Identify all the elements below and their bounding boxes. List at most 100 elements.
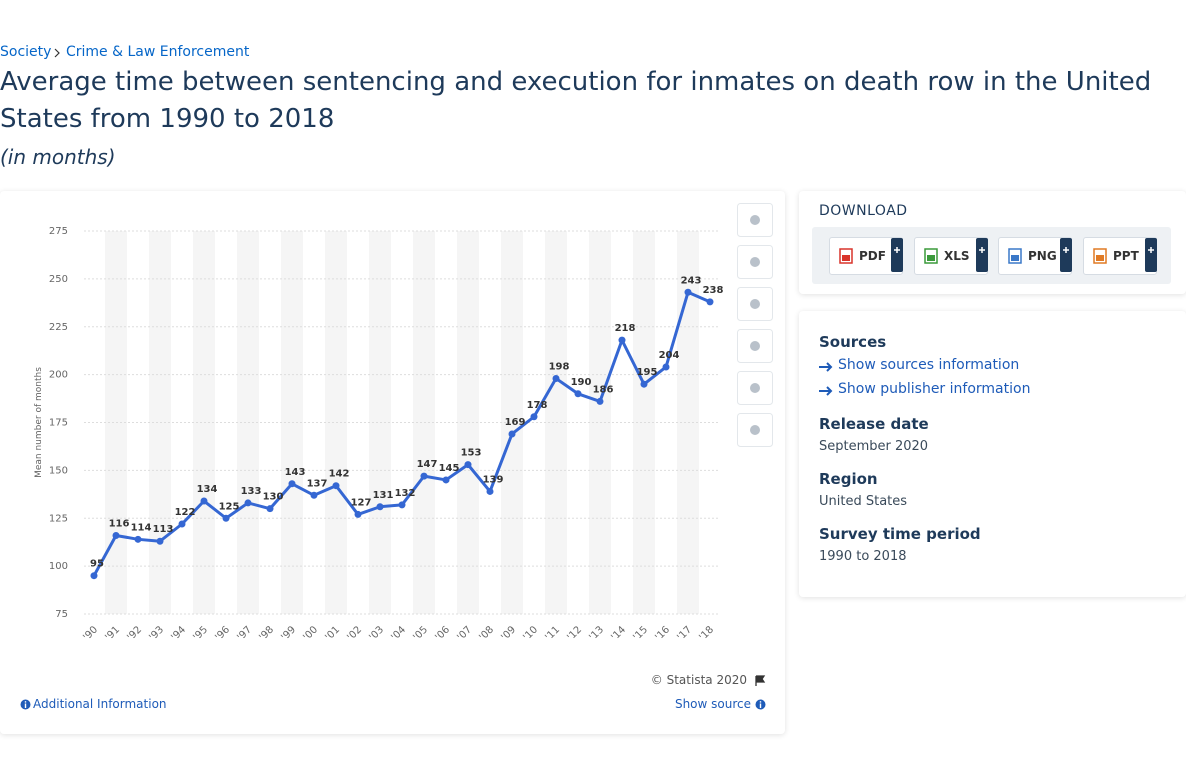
arrow-icon	[819, 386, 833, 396]
tool-button[interactable]	[737, 371, 773, 405]
data-label: 198	[549, 361, 570, 372]
data-label: 133	[241, 486, 262, 497]
tool-button[interactable]	[737, 329, 773, 363]
breadcrumb-link[interactable]: Society	[0, 44, 52, 60]
file-icon-mark	[1096, 255, 1104, 261]
download-format: PPT	[1113, 249, 1139, 263]
tool-button[interactable]	[737, 413, 773, 447]
sidebar-link[interactable]: Show sources information	[838, 357, 1020, 373]
y-tick-label: 150	[49, 465, 68, 476]
data-point	[662, 363, 670, 371]
arrow-shape	[819, 386, 833, 396]
tool-icon	[750, 425, 760, 435]
data-point	[684, 288, 692, 296]
file-icon	[839, 248, 853, 264]
plus-button[interactable]	[1145, 238, 1157, 272]
tool-icon	[750, 299, 760, 309]
tool-icon	[750, 257, 760, 267]
file-icon	[1008, 248, 1022, 264]
tool-button[interactable]	[737, 203, 773, 237]
download-format: PNG	[1028, 249, 1057, 263]
data-point	[596, 397, 604, 405]
data-label: 195	[637, 367, 658, 378]
file-icon	[1093, 248, 1107, 264]
y-tick-label: 200	[49, 370, 68, 381]
data-point	[442, 476, 450, 484]
y-axis-label: Mean number of months	[34, 367, 44, 478]
download-button[interactable]: XLS	[914, 237, 988, 275]
x-tick-label: '94	[169, 624, 188, 643]
breadcrumb-separator	[54, 48, 60, 58]
download-format: PDF	[859, 249, 886, 263]
y-tick-label: 100	[49, 561, 68, 572]
y-tick-label: 275	[49, 226, 68, 237]
data-label: 190	[571, 377, 592, 388]
plus-button[interactable]	[891, 238, 903, 272]
data-label: 218	[615, 323, 636, 334]
download-button[interactable]: PNG	[998, 237, 1072, 275]
tool-icon	[750, 341, 760, 351]
plus-icon	[1148, 247, 1154, 253]
data-point	[222, 514, 230, 522]
data-label: 186	[593, 384, 614, 395]
download-title: DOWNLOAD	[819, 203, 908, 219]
detail-value: 1990 to 2018	[819, 549, 907, 564]
data-point	[112, 531, 120, 539]
data-label: 137	[307, 478, 328, 489]
x-tick-label: '95	[191, 624, 210, 643]
data-point	[266, 505, 274, 513]
data-label: 143	[285, 467, 306, 478]
arrow-icon	[819, 362, 833, 372]
info-icon	[20, 699, 31, 710]
x-tick-label: '04	[389, 624, 408, 643]
file-icon-mark	[842, 255, 850, 261]
tool-button[interactable]	[737, 245, 773, 279]
tool-icon	[750, 215, 760, 225]
data-point	[530, 413, 538, 421]
y-tick-label: 125	[49, 513, 68, 524]
data-label: 130	[263, 492, 284, 503]
data-label: 178	[527, 400, 548, 411]
x-tick-label: '97	[235, 624, 254, 643]
plus-bg	[891, 238, 903, 272]
data-point	[310, 491, 318, 499]
data-label: 113	[153, 524, 174, 535]
subtitle: (in months)	[0, 145, 116, 169]
show-source-link[interactable]: Show source	[674, 697, 751, 711]
data-point	[332, 482, 340, 490]
page-title: Average time between sentencing and exec…	[0, 67, 1152, 134]
x-tick-label: '16	[653, 624, 672, 643]
plus-button[interactable]	[976, 238, 988, 272]
data-label: 122	[175, 507, 196, 518]
sidebar-link[interactable]: Show publisher information	[838, 381, 1031, 397]
breadcrumb-link[interactable]: Crime & Law Enforcement	[66, 44, 250, 60]
info-icon	[755, 699, 766, 710]
data-point	[376, 503, 384, 511]
data-label: 142	[329, 469, 350, 480]
tool-button[interactable]	[737, 287, 773, 321]
data-point	[706, 298, 714, 306]
y-tick-label: 175	[49, 418, 68, 429]
additional-information-link[interactable]: Additional Information	[33, 697, 167, 711]
flag-icon[interactable]	[754, 675, 766, 687]
x-tick-label: '13	[587, 624, 606, 643]
download-button[interactable]: PPT	[1083, 237, 1157, 275]
y-tick-label: 225	[49, 322, 68, 333]
chart-card: Mean number of months 75 100 125 150 175 200 2…	[0, 191, 785, 734]
data-label: 169	[505, 417, 526, 428]
data-point	[618, 336, 626, 344]
detail-value: September 2020	[819, 439, 929, 454]
data-label: 204	[659, 350, 680, 361]
x-tick-label: '15	[631, 624, 650, 643]
data-point	[178, 520, 186, 528]
plus-bg	[1145, 238, 1157, 272]
data-line	[92, 290, 711, 577]
data-point	[552, 374, 560, 382]
data-label: 114	[131, 522, 152, 533]
x-tick-label: '90	[81, 624, 100, 643]
download-button[interactable]: PDF	[829, 237, 903, 275]
data-label: 116	[109, 518, 130, 529]
data-point	[354, 510, 362, 518]
x-tick-label: '01	[323, 624, 342, 643]
plus-button[interactable]	[1060, 238, 1072, 272]
